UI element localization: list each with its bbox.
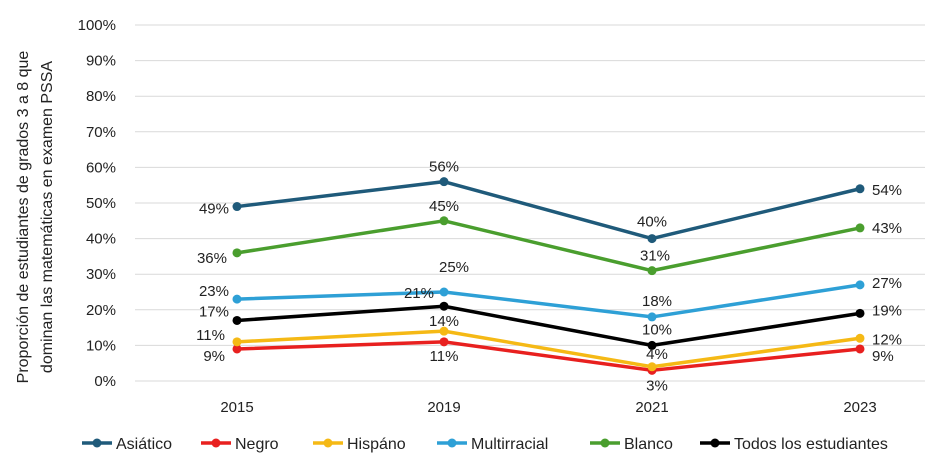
- data-label: 40%: [637, 214, 667, 231]
- data-point: [647, 312, 657, 322]
- data-label: 36%: [197, 250, 227, 267]
- legend-marker: [211, 438, 221, 448]
- data-point: [232, 315, 242, 325]
- data-label: 49%: [199, 201, 229, 218]
- series-line: [236, 219, 861, 273]
- series-line: [236, 329, 861, 369]
- y-tick-label: 100%: [78, 17, 116, 34]
- legend-label: Blanco: [624, 436, 673, 453]
- y-axis-label: Proporción de estudiantes de grados 3 a …: [15, 51, 56, 384]
- data-point: [855, 280, 865, 290]
- data-point: [232, 248, 242, 258]
- data-label: 17%: [199, 303, 229, 320]
- y-tick-label: 90%: [86, 53, 116, 70]
- data-label: 56%: [429, 159, 459, 176]
- data-label: 3%: [646, 377, 668, 394]
- data-label: 14%: [429, 313, 459, 330]
- data-point: [439, 337, 449, 347]
- data-label: 31%: [640, 248, 670, 265]
- data-label: 18%: [642, 293, 672, 310]
- data-label: 23%: [199, 283, 229, 300]
- data-point: [855, 223, 865, 233]
- data-point: [647, 362, 657, 372]
- data-label: 27%: [872, 275, 902, 292]
- y-tick-label: 30%: [86, 266, 116, 283]
- y-tick-label: 0%: [94, 373, 116, 390]
- y-tick-label: 70%: [86, 124, 116, 141]
- legend-label: Asiático: [116, 436, 172, 453]
- legend-label: Hispáno: [347, 436, 406, 453]
- data-label: 43%: [872, 220, 902, 237]
- legend-marker: [600, 438, 610, 448]
- data-point: [647, 340, 657, 350]
- y-axis-tick-labels: 0% 10% 20% 30% 40% 50% 60% 70% 80% 90% 100%: [78, 17, 116, 390]
- data-point: [232, 294, 242, 304]
- data-point: [439, 301, 449, 311]
- x-tick-label: 2023: [843, 399, 876, 416]
- series-points: [232, 177, 865, 375]
- data-point: [855, 333, 865, 343]
- legend: Asiático Negro Hispáno Multirracial Blanco To…: [82, 436, 888, 453]
- y-tick-label: 50%: [86, 195, 116, 212]
- y-tick-label: 10%: [86, 337, 116, 354]
- legend-marker: [323, 438, 333, 448]
- legend-label: Todos los estudiantes: [734, 436, 888, 453]
- data-label: 45%: [429, 198, 459, 215]
- series-line: [236, 283, 861, 319]
- data-point: [855, 344, 865, 354]
- data-label: 12%: [872, 331, 902, 348]
- data-point: [232, 202, 242, 212]
- data-label: 9%: [203, 348, 225, 365]
- legend-marker: [92, 438, 102, 448]
- data-label: 11%: [430, 348, 459, 365]
- y-tick-label: 80%: [86, 88, 116, 105]
- x-axis-tick-labels: 2015 2019 2021 2023: [220, 399, 876, 416]
- x-tick-label: 2019: [427, 399, 460, 416]
- data-point: [232, 344, 242, 354]
- data-label: 21%: [404, 285, 434, 302]
- data-label: 54%: [872, 182, 902, 199]
- series-line: [236, 179, 861, 241]
- data-point: [439, 326, 449, 336]
- x-tick-label: 2015: [220, 399, 253, 416]
- data-point: [647, 266, 657, 276]
- data-label: 10%: [642, 321, 672, 338]
- data-point: [439, 177, 449, 187]
- data-point: [647, 234, 657, 244]
- y-axis-title-line: Proporción de estudiantes de grados 3 a …: [15, 51, 32, 384]
- data-label: 25%: [439, 259, 469, 276]
- legend-label: Negro: [235, 436, 279, 453]
- series-line: [236, 340, 861, 373]
- y-tick-label: 60%: [86, 159, 116, 176]
- data-point: [855, 308, 865, 318]
- legend-label: Multirracial: [471, 436, 548, 453]
- data-label: 9%: [872, 348, 894, 365]
- data-point: [855, 184, 865, 194]
- data-labels: 49% 56% 40% 54% 9% 11% 3% 9% 11% 14% 4% 12% 23% 25% 18…: [196, 159, 902, 395]
- y-axis-title-line: dominan las matemáticas en examen PSSA: [39, 61, 56, 373]
- data-label: 19%: [872, 302, 902, 319]
- y-axis-title: Proporción de estudiantes de grados 3 a …: [15, 51, 56, 384]
- data-point: [439, 216, 449, 226]
- y-tick-label: 40%: [86, 231, 116, 248]
- y-tick-label: 20%: [86, 302, 116, 319]
- legend-marker: [447, 438, 457, 448]
- series-line: [236, 304, 861, 348]
- data-label: 4%: [646, 346, 668, 363]
- data-label: 11%: [196, 327, 225, 344]
- data-point: [232, 337, 242, 347]
- x-tick-label: 2021: [635, 399, 668, 416]
- series-lines: [236, 179, 861, 373]
- legend-marker: [710, 438, 720, 448]
- data-point: [439, 287, 449, 297]
